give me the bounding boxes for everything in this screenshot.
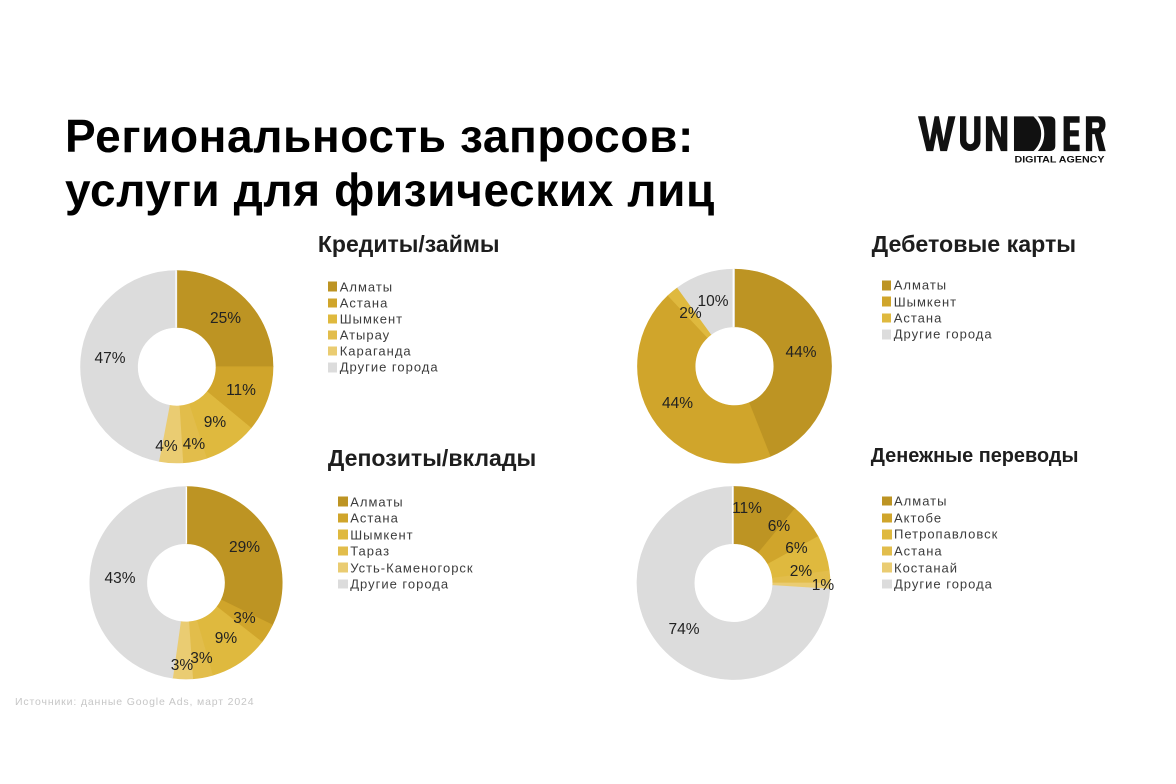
svg-text:DIGITAL AGENCY: DIGITAL AGENCY [1015, 155, 1106, 166]
